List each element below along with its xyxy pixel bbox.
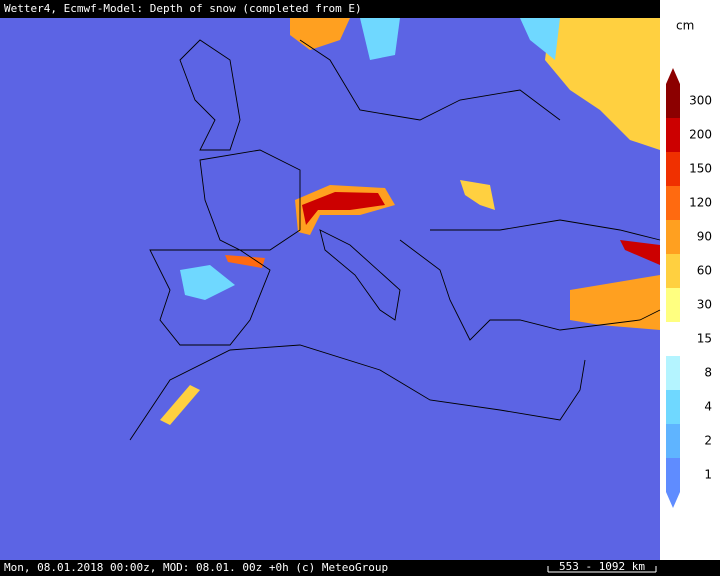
footer-bar bbox=[0, 560, 720, 576]
legend-swatch bbox=[666, 356, 680, 390]
legend-label: 4 bbox=[704, 400, 712, 414]
legend-label: 15 bbox=[697, 332, 712, 346]
legend-swatch bbox=[666, 254, 680, 288]
coast-britain bbox=[179, 39, 241, 151]
snow-areas bbox=[160, 18, 660, 425]
legend-label: 150 bbox=[689, 162, 712, 176]
legend-swatch bbox=[666, 458, 680, 492]
coast-baltic bbox=[299, 39, 561, 121]
coastlines bbox=[129, 39, 661, 441]
legend-arrow-top bbox=[666, 68, 680, 84]
coast-france bbox=[199, 149, 301, 251]
header-title: Wetter4, Ecmwf-Model: Depth of snow (com… bbox=[4, 2, 362, 15]
snow-sweden bbox=[360, 18, 400, 60]
coast-iberia bbox=[149, 249, 271, 346]
footer-text: Mon, 08.01.2018 00:00z, MOD: 08.01. 00z … bbox=[4, 561, 388, 574]
legend-swatch bbox=[666, 152, 680, 186]
snow-turkey-east bbox=[570, 275, 660, 330]
scale-label: 553 - 1092 km bbox=[559, 560, 645, 573]
legend-swatch bbox=[666, 322, 680, 356]
legend-label: 90 bbox=[697, 230, 712, 244]
legend-swatch bbox=[666, 84, 680, 118]
coast-black-sea bbox=[430, 219, 661, 241]
snow-pyrenees bbox=[225, 255, 265, 268]
snow-finland bbox=[520, 18, 560, 60]
legend-label: 60 bbox=[697, 264, 712, 278]
legend-arrow-bottom bbox=[666, 492, 680, 508]
snow-iberia bbox=[180, 265, 235, 300]
legend-label: 30 bbox=[697, 298, 712, 312]
snow-atlas bbox=[160, 385, 200, 425]
legend-label: 1 bbox=[704, 468, 712, 482]
legend-swatch bbox=[666, 118, 680, 152]
coast-balkans-turkey bbox=[399, 239, 661, 341]
legend-swatch bbox=[666, 390, 680, 424]
legend-label: 120 bbox=[689, 196, 712, 210]
legend: cm 1 2 4 8 15 30 60 90 120 150 200 300 bbox=[666, 19, 712, 508]
snow-norway bbox=[290, 18, 350, 50]
legend-label: 8 bbox=[704, 366, 712, 380]
legend-swatch bbox=[666, 220, 680, 254]
legend-label: 200 bbox=[689, 128, 712, 142]
legend-swatch bbox=[666, 288, 680, 322]
coast-italy bbox=[319, 229, 401, 321]
snow-caucasus bbox=[620, 240, 660, 265]
snow-carpathians bbox=[460, 180, 495, 210]
legend-label: 300 bbox=[689, 94, 712, 108]
coast-north-africa bbox=[129, 344, 586, 441]
snow-alps-core bbox=[302, 192, 385, 225]
legend-swatch bbox=[666, 186, 680, 220]
map bbox=[0, 18, 661, 560]
header-bar bbox=[0, 0, 660, 18]
legend-unit: cm bbox=[676, 19, 694, 33]
snow-russia bbox=[545, 18, 660, 150]
map-background bbox=[0, 18, 660, 560]
legend-label: 2 bbox=[704, 434, 712, 448]
legend-swatch bbox=[666, 424, 680, 458]
